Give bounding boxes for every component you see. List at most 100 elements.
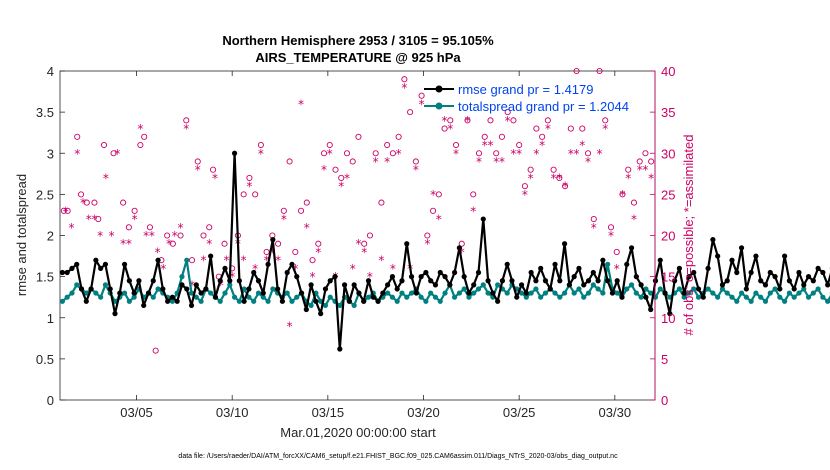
totalspread-point	[533, 286, 539, 292]
rmse-point	[83, 298, 89, 304]
obs-possible-marker	[567, 125, 574, 132]
obs-possible-marker	[533, 125, 540, 132]
totalspread-point	[64, 294, 70, 300]
obs-assimilated-marker: *	[206, 237, 212, 251]
obs-assimilated-marker: *	[298, 97, 304, 111]
rmse-point	[466, 290, 472, 296]
totalspread-point	[399, 290, 405, 296]
obs-possible-marker	[458, 240, 465, 247]
totalspread-point	[308, 302, 314, 309]
totalspread-point	[581, 294, 587, 300]
rmse-point	[246, 286, 252, 292]
totalspread-point	[557, 294, 563, 300]
totalspread-point	[638, 294, 644, 300]
rmse-point	[700, 294, 706, 300]
totalspread-point	[791, 294, 797, 300]
obs-possible-marker	[636, 158, 643, 165]
rmse-point	[676, 265, 682, 271]
rmse-point	[767, 269, 773, 276]
right-tick-label: 5	[661, 352, 668, 367]
obs-assimilated-marker: *	[568, 147, 574, 161]
rmse-point	[437, 269, 443, 276]
x-tick-label: 03/25	[503, 405, 536, 420]
rmse-point	[136, 278, 142, 284]
obs-possible-marker	[152, 347, 159, 354]
rmse-point	[385, 282, 391, 288]
rmse-point	[341, 282, 348, 288]
totalspread-point	[265, 298, 271, 304]
rmse-point	[605, 278, 611, 284]
totalspread-point	[294, 294, 300, 300]
obs-possible-marker	[240, 191, 247, 198]
totalspread-point	[246, 294, 252, 300]
rmse-point	[777, 286, 783, 292]
obs-assimilated-marker: *	[642, 163, 648, 177]
left-axis: 0 0.5 1 1.5 2 2.5 3 3.5 4	[36, 64, 65, 408]
rmse-point	[356, 290, 362, 296]
chart-title-line2: AIRS_TEMPERATURE @ 925 hPa	[255, 50, 461, 65]
totalspread-point	[719, 286, 726, 292]
rmse-point	[614, 278, 620, 284]
obs-possible-marker	[74, 133, 81, 140]
obs-possible-marker	[584, 150, 592, 157]
obs-possible-marker	[309, 257, 316, 264]
totalspread-point	[217, 298, 223, 304]
rmse-point	[585, 278, 592, 284]
obs-assimilated-marker: *	[91, 213, 97, 227]
obs-assimilated-marker: *	[200, 254, 206, 268]
rmse-point	[738, 245, 745, 251]
totalspread-point	[724, 290, 730, 296]
totalspread-point	[571, 290, 577, 296]
obs-assimilated-marker: *	[264, 254, 270, 268]
obs-possible-marker	[206, 224, 213, 231]
rmse-point	[74, 261, 80, 267]
obs-assimilated-marker: *	[556, 171, 562, 185]
totalspread-point	[471, 290, 477, 296]
obs-assimilated-marker: *	[390, 262, 396, 276]
plot-area	[59, 70, 656, 401]
obs-possible-marker	[498, 133, 505, 140]
rmse-point	[475, 269, 482, 276]
obs-assimilated-marker: *	[126, 237, 132, 251]
rmse-point	[141, 302, 147, 309]
rmse-point	[193, 282, 199, 288]
totalspread-point	[121, 290, 128, 296]
obs-possible-marker	[562, 183, 569, 190]
rmse-point	[562, 241, 568, 247]
rmse-point	[289, 261, 295, 267]
x-axis: 03/05 03/10 03/15 03/20 03/25 03/30	[120, 71, 631, 420]
obs-possible-marker	[298, 207, 305, 214]
rmse-point	[160, 286, 166, 292]
obs-assimilated-marker: *	[212, 171, 218, 185]
left-tick-label: 1.5	[36, 270, 54, 285]
totalspread-point	[715, 294, 721, 300]
totalspread-point	[753, 290, 759, 296]
obs-possible-marker	[596, 67, 603, 75]
totalspread-point	[208, 290, 214, 296]
rmse-point	[150, 278, 156, 284]
rmse-point	[59, 269, 65, 276]
rmse-point	[825, 282, 830, 288]
rmse-point	[600, 257, 606, 263]
obs-possible-marker	[315, 240, 322, 247]
totalspread-point	[786, 290, 793, 296]
obs-possible-marker	[183, 117, 190, 124]
obs-possible-marker	[95, 215, 102, 223]
totalspread-point	[418, 294, 424, 300]
rmse-point	[145, 290, 152, 296]
y-axis-label-right: # of obs: o=possible; *=assimilated	[681, 135, 696, 336]
rmse-point	[112, 311, 118, 317]
obs-assimilated-marker: *	[413, 163, 419, 177]
obs-assimilated-marker: *	[258, 147, 264, 161]
totalspread-point	[758, 294, 764, 300]
obs-possible-marker	[164, 232, 171, 239]
obs-possible-marker	[246, 174, 253, 181]
obs-possible-marker	[590, 215, 597, 223]
obs-assimilated-marker: *	[355, 237, 361, 251]
rmse-point	[78, 286, 85, 292]
footer-data-file: data file: /Users/raeder/DAI/ATM_forcXX/…	[178, 453, 618, 460]
obs-assimilated-marker: *	[597, 147, 603, 161]
totalspread-point	[495, 282, 501, 288]
obs-possible-marker	[625, 166, 632, 173]
obs-possible-marker	[550, 166, 557, 173]
